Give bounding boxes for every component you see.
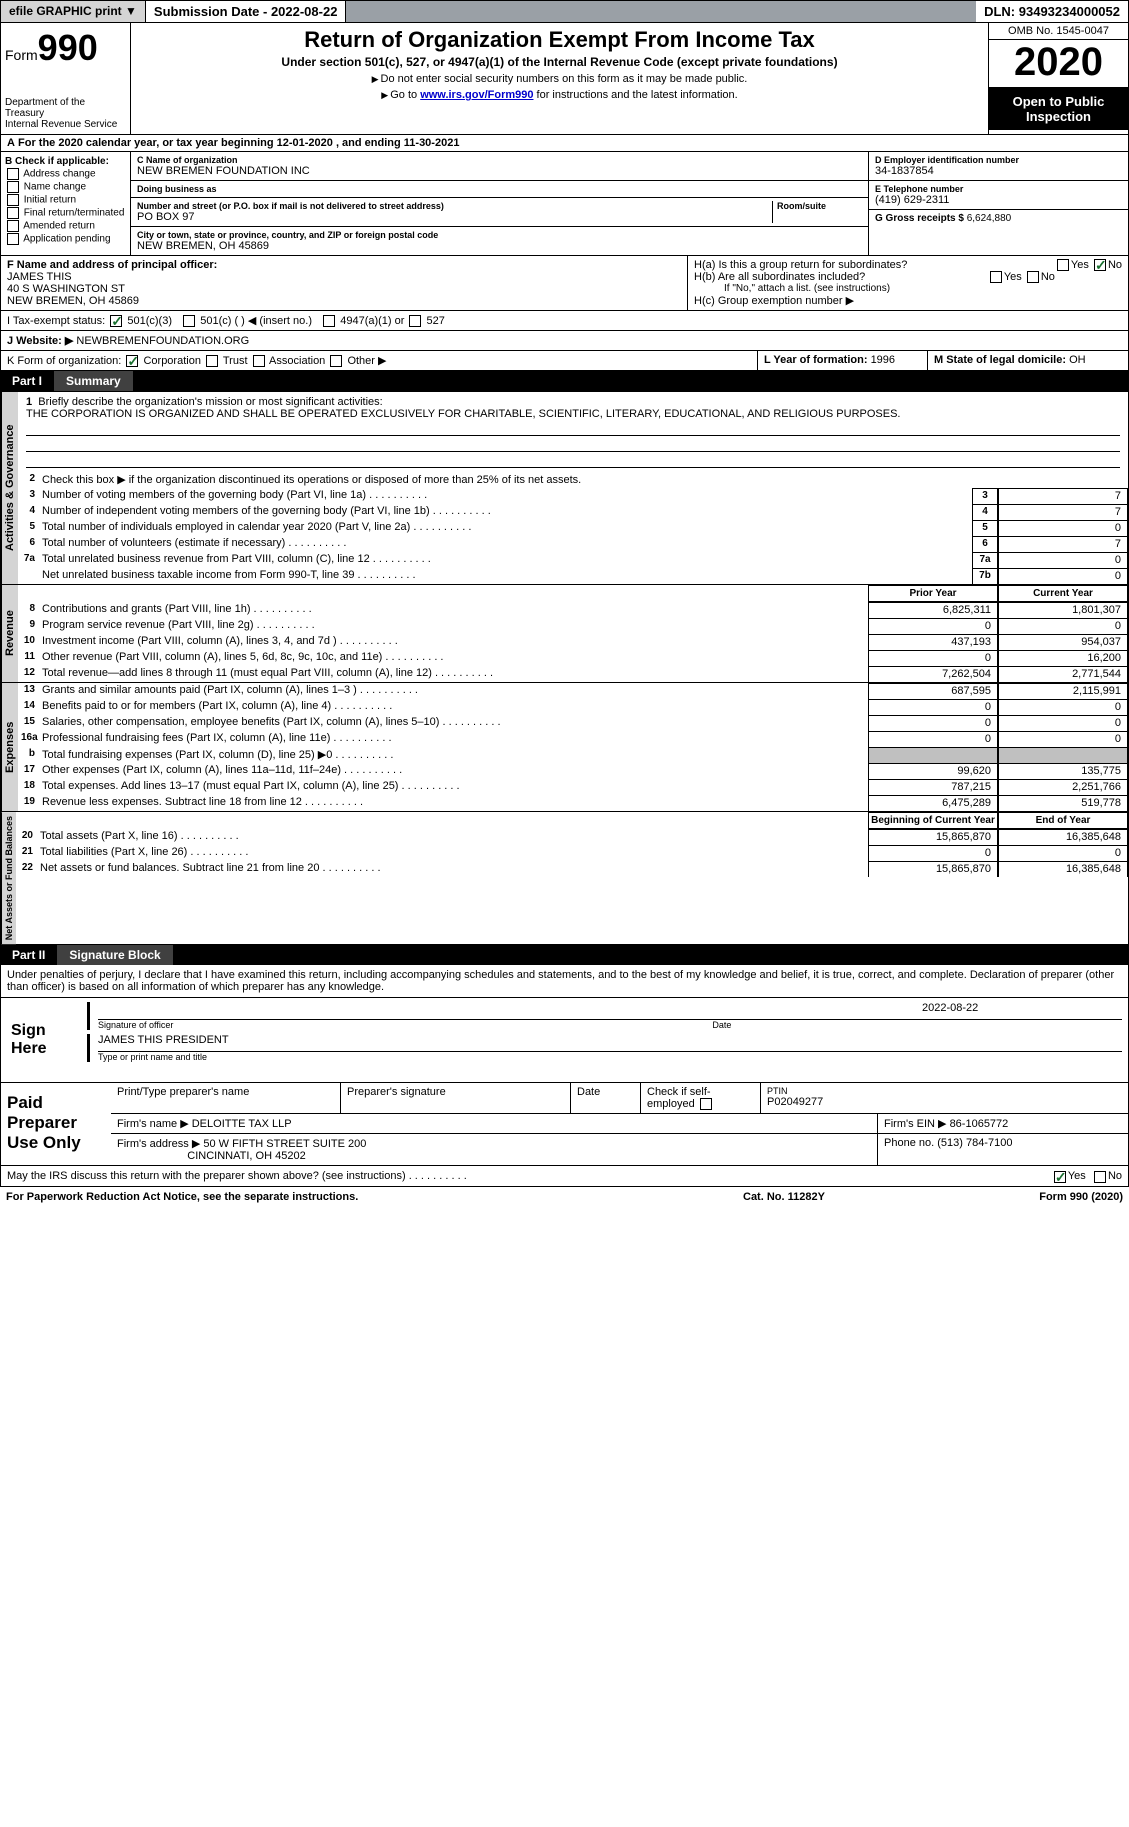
cb-amended-return[interactable]: Amended return (5, 220, 126, 232)
firm-name: DELOITTE TAX LLP (192, 1118, 292, 1130)
phone: (419) 629-2311 (875, 194, 1122, 206)
discuss-row: May the IRS discuss this return with the… (0, 1166, 1129, 1187)
officer-addr1: 40 S WASHINGTON ST (7, 283, 681, 295)
h-b: H(b) Are all subordinates included? Yes … (694, 271, 1122, 283)
dln: DLN: 93493234000052 (976, 1, 1128, 22)
cb-name-change[interactable]: Name change (5, 181, 126, 193)
cb-corporation[interactable] (126, 355, 138, 367)
summary-row: bTotal fundraising expenses (Part IX, co… (18, 747, 1128, 763)
cb-discuss-yes[interactable] (1054, 1171, 1066, 1183)
goto-note: Go to www.irs.gov/Form990 for instructio… (139, 89, 980, 101)
summary-row: 11Other revenue (Part VIII, column (A), … (18, 650, 1128, 666)
cb-trust[interactable] (206, 355, 218, 367)
city-state-zip: NEW BREMEN, OH 45869 (137, 240, 862, 252)
summary-row: 18Total expenses. Add lines 13–17 (must … (18, 779, 1128, 795)
summary-row: 4Number of independent voting members of… (18, 504, 1128, 520)
summary-row: 22Net assets or fund balances. Subtract … (16, 861, 1128, 877)
summary-row: 3Number of voting members of the governi… (18, 488, 1128, 504)
website-row: J Website: ▶ NEWBREMENFOUNDATION.ORG (0, 331, 1129, 351)
part-i-header: Part I Summary (0, 371, 1129, 391)
summary-row: 16aProfessional fundraising fees (Part I… (18, 731, 1128, 747)
summary-row: 20Total assets (Part X, line 16)15,865,8… (16, 829, 1128, 845)
cb-final-return[interactable]: Final return/terminated (5, 207, 126, 219)
summary-row: 14Benefits paid to or for members (Part … (18, 699, 1128, 715)
cb-501c[interactable] (183, 315, 195, 327)
cb-4947a1[interactable] (323, 315, 335, 327)
declaration-text: Under penalties of perjury, I declare th… (0, 965, 1129, 998)
officer-group-row: F Name and address of principal officer:… (0, 256, 1129, 311)
form-number: Form990 (5, 27, 126, 69)
paid-preparer-label: Paid Preparer Use Only (1, 1083, 111, 1165)
summary-row: 12Total revenue—add lines 8 through 11 (… (18, 666, 1128, 682)
tax-year: 2020 (989, 40, 1128, 88)
firm-addr1: 50 W FIFTH STREET SUITE 200 (203, 1138, 366, 1150)
summary-row: 17Other expenses (Part IX, column (A), l… (18, 763, 1128, 779)
irs-gov-link[interactable]: www.irs.gov/Form990 (420, 89, 533, 101)
cb-501c3[interactable] (110, 315, 122, 327)
sig-date: 2022-08-22 (922, 1002, 1122, 1019)
page-footer: For Paperwork Reduction Act Notice, see … (0, 1187, 1129, 1207)
submission-date: Submission Date - 2022-08-22 (146, 1, 347, 22)
summary-row: 8Contributions and grants (Part VIII, li… (18, 602, 1128, 618)
open-to-public: Open to Public Inspection (989, 88, 1128, 130)
website-url: NEWBREMENFOUNDATION.ORG (76, 335, 249, 347)
tab-netassets: Net Assets or Fund Balances (1, 812, 16, 944)
gross-receipts: 6,624,880 (967, 213, 1012, 224)
cb-discuss-no[interactable] (1094, 1171, 1106, 1183)
ein: 34-1837854 (875, 165, 1122, 177)
efile-print-button[interactable]: efile GRAPHIC print ▼ (1, 1, 146, 22)
part-ii-header: Part II Signature Block (0, 945, 1129, 965)
tax-exempt-row: I Tax-exempt status: 501(c)(3) 501(c) ( … (0, 311, 1129, 331)
summary-row: 9Program service revenue (Part VIII, lin… (18, 618, 1128, 634)
summary-row: Net unrelated business taxable income fr… (18, 568, 1128, 584)
summary-row: 19Revenue less expenses. Subtract line 1… (18, 795, 1128, 811)
h-c: H(c) Group exemption number ▶ (694, 294, 1122, 307)
top-bar: efile GRAPHIC print ▼ Submission Date - … (0, 0, 1129, 23)
firm-phone: (513) 784-7100 (937, 1137, 1012, 1149)
entity-info-block: B Check if applicable: Address change Na… (0, 152, 1129, 256)
sign-here-label: Sign Here (7, 1002, 87, 1078)
summary-row: 10Investment income (Part VIII, column (… (18, 634, 1128, 650)
cb-address-change[interactable]: Address change (5, 168, 126, 180)
mission-text: THE CORPORATION IS ORGANIZED AND SHALL B… (26, 408, 1120, 420)
summary-row: 6Total number of volunteers (estimate if… (18, 536, 1128, 552)
officer-addr2: NEW BREMEN, OH 45869 (7, 295, 681, 307)
summary-row: 7aTotal unrelated business revenue from … (18, 552, 1128, 568)
cb-initial-return[interactable]: Initial return (5, 194, 126, 206)
street-address: PO BOX 97 (137, 211, 772, 223)
section-c: C Name of organizationNEW BREMEN FOUNDAT… (131, 152, 868, 255)
cb-app-pending[interactable]: Application pending (5, 233, 126, 245)
line-a-tax-year: A For the 2020 calendar year, or tax yea… (0, 135, 1129, 152)
org-name: NEW BREMEN FOUNDATION INC (137, 165, 862, 177)
cb-self-employed[interactable] (700, 1098, 712, 1110)
tab-expenses: Expenses (1, 683, 18, 811)
cb-527[interactable] (409, 315, 421, 327)
h-a: H(a) Is this a group return for subordin… (694, 259, 1122, 271)
omb-number: OMB No. 1545-0047 (989, 23, 1128, 40)
irs-dept: Department of the Treasury Internal Reve… (5, 97, 126, 130)
officer-name: JAMES THIS (7, 271, 681, 283)
summary-row: 13Grants and similar amounts paid (Part … (18, 683, 1128, 699)
section-b: B Check if applicable: Address change Na… (1, 152, 131, 255)
cb-association[interactable] (253, 355, 265, 367)
officer-name-title: JAMES THIS PRESIDENT (98, 1034, 1122, 1051)
firm-ein: 86-1065772 (950, 1118, 1009, 1130)
form-org-row: K Form of organization: Corporation Trus… (0, 351, 1129, 371)
summary-row: 21Total liabilities (Part X, line 26)00 (16, 845, 1128, 861)
form-subtitle: Under section 501(c), 527, or 4947(a)(1)… (139, 55, 980, 69)
state-domicile: M State of legal domicile: OH (928, 351, 1128, 370)
ssn-note: Do not enter social security numbers on … (139, 73, 980, 85)
ptin: P02049277 (767, 1096, 1122, 1108)
form-title: Return of Organization Exempt From Incom… (139, 27, 980, 53)
year-formation: L Year of formation: 1996 (758, 351, 928, 370)
firm-addr2: CINCINNATI, OH 45202 (187, 1150, 305, 1162)
summary-row: 15Salaries, other compensation, employee… (18, 715, 1128, 731)
summary-block: Activities & Governance 1 Briefly descri… (0, 391, 1129, 945)
tab-revenue: Revenue (1, 585, 18, 682)
cb-other[interactable] (330, 355, 342, 367)
tab-governance: Activities & Governance (1, 392, 18, 584)
form-header: Form990 Department of the Treasury Inter… (0, 23, 1129, 135)
summary-row: 5Total number of individuals employed in… (18, 520, 1128, 536)
